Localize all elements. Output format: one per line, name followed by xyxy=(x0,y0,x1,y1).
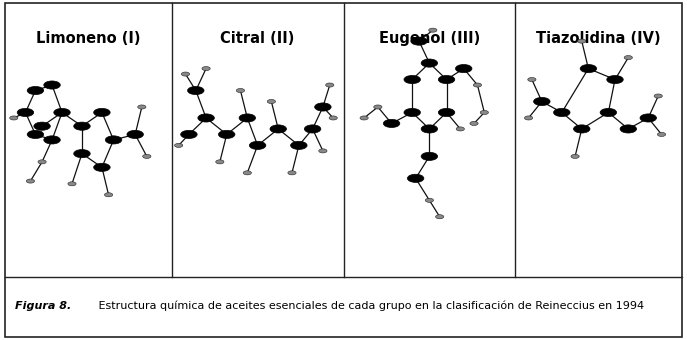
Circle shape xyxy=(315,103,331,111)
Circle shape xyxy=(44,81,60,89)
Circle shape xyxy=(360,116,368,120)
Circle shape xyxy=(216,160,224,164)
Circle shape xyxy=(44,136,60,144)
Circle shape xyxy=(137,105,146,109)
Circle shape xyxy=(105,136,122,144)
Circle shape xyxy=(421,125,438,133)
Circle shape xyxy=(554,108,570,117)
Circle shape xyxy=(239,114,256,122)
FancyBboxPatch shape xyxy=(5,3,682,337)
Circle shape xyxy=(143,154,151,158)
Circle shape xyxy=(17,108,34,117)
Circle shape xyxy=(104,193,113,197)
Circle shape xyxy=(404,75,420,84)
Circle shape xyxy=(10,116,18,120)
Circle shape xyxy=(571,154,579,158)
Circle shape xyxy=(319,149,327,153)
Circle shape xyxy=(528,78,536,82)
Circle shape xyxy=(429,28,437,32)
Circle shape xyxy=(411,37,427,45)
Circle shape xyxy=(534,98,550,106)
Circle shape xyxy=(93,163,110,171)
Circle shape xyxy=(326,83,334,87)
Circle shape xyxy=(640,114,657,122)
Circle shape xyxy=(249,141,266,150)
Circle shape xyxy=(455,65,472,73)
Text: Limoneno (I): Limoneno (I) xyxy=(36,31,141,46)
Circle shape xyxy=(436,215,444,219)
Circle shape xyxy=(383,119,400,128)
Circle shape xyxy=(288,171,296,175)
Circle shape xyxy=(202,67,210,71)
Circle shape xyxy=(188,86,204,95)
Circle shape xyxy=(578,39,586,43)
Circle shape xyxy=(607,75,623,84)
Circle shape xyxy=(425,198,433,202)
Circle shape xyxy=(580,65,596,73)
Text: Citral (II): Citral (II) xyxy=(221,31,295,46)
Circle shape xyxy=(473,83,482,87)
Circle shape xyxy=(68,182,76,186)
Circle shape xyxy=(198,114,214,122)
Text: Figura 8.: Figura 8. xyxy=(15,301,71,311)
Circle shape xyxy=(27,86,44,95)
Circle shape xyxy=(524,116,532,120)
Circle shape xyxy=(480,110,488,115)
Circle shape xyxy=(291,141,307,150)
Text: Estructura química de aceites esenciales de cada grupo en la clasificación de Re: Estructura química de aceites esenciales… xyxy=(95,301,644,311)
Circle shape xyxy=(38,160,46,164)
Circle shape xyxy=(600,108,617,117)
Circle shape xyxy=(127,130,144,138)
Circle shape xyxy=(181,72,190,76)
Circle shape xyxy=(329,116,337,120)
Circle shape xyxy=(456,127,464,131)
Circle shape xyxy=(270,125,286,133)
Circle shape xyxy=(218,130,235,138)
Circle shape xyxy=(243,171,251,175)
Circle shape xyxy=(267,100,275,104)
Circle shape xyxy=(93,108,110,117)
Text: Eugenol (III): Eugenol (III) xyxy=(379,31,480,46)
Circle shape xyxy=(438,108,455,117)
Circle shape xyxy=(27,130,44,138)
Circle shape xyxy=(657,132,666,136)
Circle shape xyxy=(174,143,183,148)
Circle shape xyxy=(74,150,90,158)
Circle shape xyxy=(407,174,424,182)
Circle shape xyxy=(470,121,478,125)
Circle shape xyxy=(374,105,382,109)
Circle shape xyxy=(421,152,438,160)
Circle shape xyxy=(26,179,34,183)
Circle shape xyxy=(54,108,70,117)
Circle shape xyxy=(181,130,197,138)
Text: Tiazolidina (IV): Tiazolidina (IV) xyxy=(536,31,661,46)
Circle shape xyxy=(624,55,633,59)
Circle shape xyxy=(574,125,590,133)
Circle shape xyxy=(438,75,455,84)
Circle shape xyxy=(404,108,420,117)
Circle shape xyxy=(236,88,245,92)
Circle shape xyxy=(620,125,637,133)
Circle shape xyxy=(304,125,321,133)
Circle shape xyxy=(654,94,662,98)
Circle shape xyxy=(34,122,50,130)
Circle shape xyxy=(74,122,90,130)
Circle shape xyxy=(421,59,438,67)
